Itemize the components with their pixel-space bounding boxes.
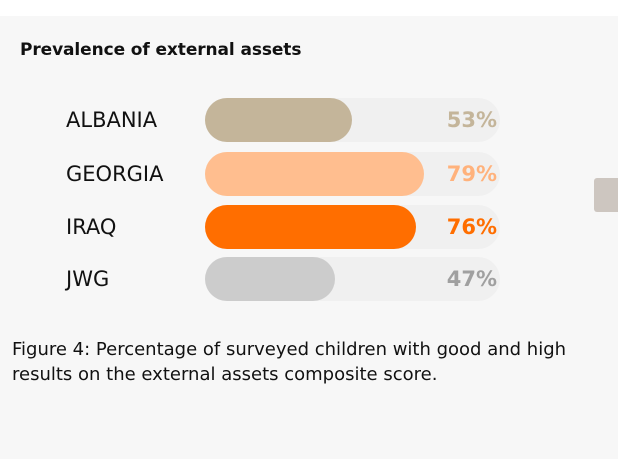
bar-georgia bbox=[205, 152, 424, 196]
bar-iraq bbox=[205, 205, 416, 249]
value-label-jwg: 47% bbox=[446, 267, 497, 291]
category-label-georgia: GEORGIA bbox=[66, 162, 164, 186]
value-label-iraq: 76% bbox=[446, 215, 497, 239]
category-label-iraq: IRAQ bbox=[66, 215, 117, 239]
chart-title: Prevalence of external assets bbox=[20, 40, 302, 60]
bar-jwg bbox=[205, 257, 335, 301]
category-label-jwg: JWG bbox=[66, 267, 110, 291]
category-label-albania: ALBANIA bbox=[66, 108, 158, 132]
bar-albania bbox=[205, 98, 352, 142]
side-tab[interactable] bbox=[594, 178, 618, 212]
value-label-albania: 53% bbox=[446, 108, 497, 132]
figure-caption: Figure 4: Percentage of surveyed childre… bbox=[12, 339, 567, 385]
value-label-georgia: 79% bbox=[446, 162, 497, 186]
